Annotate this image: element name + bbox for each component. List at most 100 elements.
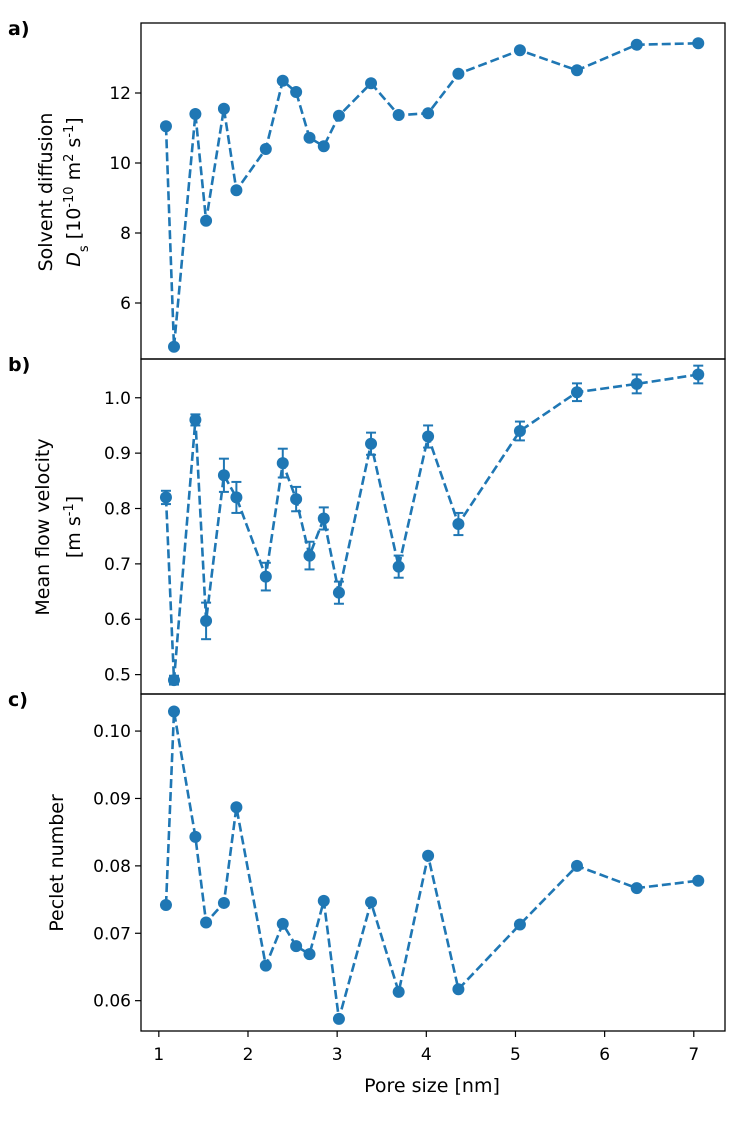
data-point <box>365 437 378 450</box>
data-point <box>230 184 243 197</box>
data-point <box>167 705 180 718</box>
data-point <box>630 882 643 895</box>
data-point <box>189 413 202 426</box>
y-axis-label-line: [m s-1] <box>62 496 86 558</box>
data-point <box>217 102 230 115</box>
x-tick-label: 4 <box>421 1045 432 1065</box>
x-tick-label: 2 <box>243 1045 254 1065</box>
y-axis-label-line: Solvent diffusion <box>35 113 57 272</box>
y-tick-label: 0.08 <box>93 857 131 877</box>
data-point <box>317 140 330 153</box>
data-point <box>200 214 213 227</box>
x-axis-label: Pore size [nm] <box>364 1075 500 1097</box>
y-tick-label: 0.9 <box>104 444 131 464</box>
y-tick-label: 0.7 <box>104 555 131 575</box>
data-point <box>513 44 526 57</box>
data-point <box>259 959 272 972</box>
data-point <box>317 894 330 907</box>
data-point <box>217 469 230 482</box>
panel-letter: b) <box>8 354 30 376</box>
x-tick-label: 3 <box>332 1045 343 1065</box>
y-tick-label: 0.06 <box>93 992 131 1012</box>
data-point <box>259 143 272 155</box>
data-point <box>303 549 316 562</box>
data-point <box>276 457 289 470</box>
data-point <box>365 896 378 909</box>
data-point <box>290 85 303 98</box>
data-point <box>276 917 289 930</box>
data-point <box>189 108 202 120</box>
data-point <box>630 38 643 51</box>
data-point <box>452 518 465 531</box>
data-point <box>276 74 289 87</box>
x-tick-label: 1 <box>153 1045 164 1065</box>
y-tick-label: 12 <box>109 84 131 104</box>
x-tick-label: 6 <box>599 1045 610 1065</box>
data-point <box>513 918 526 931</box>
y-tick-label: 0.09 <box>93 789 131 809</box>
data-point <box>290 940 303 953</box>
axes-frame <box>140 693 726 1032</box>
y-axis-label-line: Peclet number <box>46 794 68 932</box>
y-tick-label: 10 <box>109 154 131 174</box>
data-point <box>630 377 643 390</box>
data-point <box>317 512 330 525</box>
data-point <box>422 107 435 120</box>
data-point <box>332 109 345 122</box>
y-tick-label: 0.5 <box>104 666 131 686</box>
y-tick-label: 0.10 <box>93 722 131 742</box>
data-point <box>332 1012 345 1025</box>
data-point <box>159 491 172 504</box>
data-point <box>159 120 172 133</box>
y-tick-label: 0.07 <box>93 924 131 944</box>
data-point <box>452 983 465 996</box>
data-point <box>200 614 213 627</box>
data-point <box>303 948 316 961</box>
data-point <box>692 37 705 50</box>
data-point <box>422 430 435 443</box>
data-point <box>200 916 213 929</box>
data-point <box>332 586 345 599</box>
data-point <box>570 64 583 77</box>
panel-1: a) 6 8 10 12 Solvent diffusion Ds [10-10 m2 s-… <box>8 18 726 360</box>
data-point <box>290 493 303 506</box>
series-line <box>164 42 699 347</box>
data-point <box>392 985 405 998</box>
data-point <box>217 896 230 909</box>
data-point <box>230 491 243 504</box>
series-line <box>164 711 699 1020</box>
panel-3: c) 0.06 0.07 0.08 0.09 0.10 1 2 3 4 5 6 7 Peclet numb… <box>8 689 726 1065</box>
panel-letter: a) <box>8 18 30 40</box>
x-tick-label: 7 <box>688 1045 699 1065</box>
data-point <box>392 109 405 122</box>
y-tick-label: 0.8 <box>104 500 131 520</box>
data-point <box>189 830 202 843</box>
data-point <box>692 368 705 381</box>
data-point <box>159 898 172 911</box>
data-point <box>167 340 180 353</box>
data-point <box>570 386 583 399</box>
axes-frame <box>140 358 726 695</box>
data-point <box>167 674 180 687</box>
data-point <box>365 77 378 90</box>
panel-2: b) 0.5 0.6 0.7 0.8 0.9 1.0 Mean flow velocity [m… <box>8 354 726 695</box>
data-point <box>303 131 316 144</box>
x-tick-label: 5 <box>510 1045 521 1065</box>
data-point <box>692 874 705 887</box>
panel-letter: c) <box>8 689 28 711</box>
y-axis-label-line: Ds [10-10 m2 s-1] <box>62 117 92 266</box>
y-axis-label-line: Mean flow velocity <box>32 438 54 615</box>
y-tick-label: 1.0 <box>104 389 131 409</box>
data-point <box>513 424 526 437</box>
data-point <box>259 570 272 583</box>
data-point <box>452 67 465 80</box>
y-tick-label: 6 <box>120 294 131 314</box>
data-point <box>570 859 583 872</box>
data-point <box>422 849 435 862</box>
axes-frame <box>140 22 726 360</box>
y-tick-label: 0.6 <box>104 610 131 630</box>
y-tick-label: 8 <box>120 224 131 244</box>
data-point <box>230 801 243 814</box>
